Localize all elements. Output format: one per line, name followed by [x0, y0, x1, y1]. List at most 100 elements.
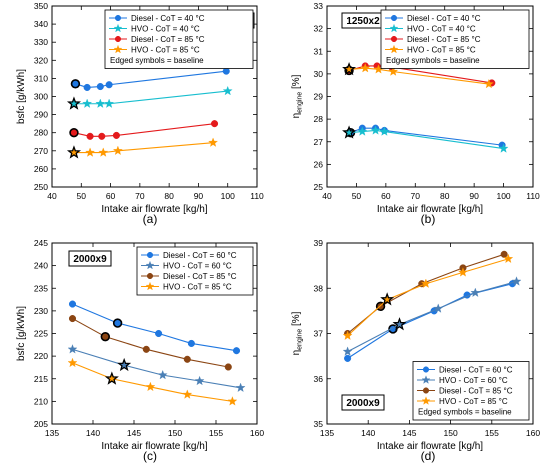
legend-entry: Diesel - CoT = 85 °C [109, 35, 205, 44]
annotation-frame [341, 394, 385, 411]
legend-marker [145, 281, 155, 291]
legend-marker [421, 396, 431, 405]
data-point [183, 355, 191, 363]
data-point [500, 250, 508, 258]
y-tick-label: 32 [314, 24, 324, 34]
y-tick-label: 240 [34, 261, 48, 271]
series-3 [342, 61, 494, 89]
legend-marker [390, 35, 398, 43]
legend-label: Diesel - CoT = 85 °C [439, 387, 513, 396]
y-tick-label: 26 [314, 159, 324, 169]
data-point [112, 131, 120, 139]
data-point [82, 98, 93, 108]
data-point [433, 303, 444, 313]
data-point [235, 382, 246, 392]
y-tick-label: 320 [34, 55, 48, 65]
series-0 [70, 67, 230, 91]
legend-marker [114, 35, 122, 43]
legend-entry: Diesel - CoT = 40 °C [109, 14, 205, 23]
legend-label: HVO - CoT = 85 °C [439, 397, 508, 406]
x-tick-label: 110 [250, 191, 264, 201]
series-3 [66, 137, 218, 159]
y-axis-label: bsfc [g/kWh] [16, 69, 27, 124]
chart-panel-b: 40 50 60 70 80 90 100 110 25 26 27 28 29 30 31 32 33 Inta… [291, 1, 540, 226]
legend-note: Edged symbols = baseline [386, 56, 480, 65]
data-point [70, 79, 81, 89]
data-point [342, 125, 357, 139]
data-point [96, 82, 104, 91]
legend-marker [421, 375, 431, 384]
data-point [155, 329, 163, 338]
y-tick-label: 38 [314, 283, 324, 293]
data-point [68, 315, 77, 323]
legend-entry: Diesel - CoT = 85 °C [385, 35, 481, 44]
data-point [142, 345, 150, 353]
data-point [100, 331, 111, 342]
data-point [67, 344, 78, 354]
legend-entry: Diesel - CoT = 60 °C [141, 251, 237, 260]
data-point [157, 370, 168, 380]
y-axis-label-sub: engine [297, 329, 304, 350]
x-tick-label: 50 [352, 191, 362, 201]
data-point [458, 267, 468, 277]
panel-label: (c) [143, 449, 157, 463]
data-point [498, 143, 509, 153]
x-tick-label: 155 [209, 428, 223, 438]
data-point [224, 363, 232, 371]
legend-entry: Diesel - CoT = 40 °C [385, 14, 481, 23]
y-tick-label: 210 [34, 396, 48, 406]
data-point [105, 81, 113, 89]
legend-frame [104, 9, 254, 69]
x-tick-label: 40 [322, 191, 332, 201]
y-tick-label: 35 [314, 419, 324, 429]
x-tick-label: 110 [526, 191, 540, 201]
panel-label: (a) [143, 212, 158, 226]
data-point [95, 98, 106, 108]
y-tick-label: 33 [314, 1, 324, 11]
legend-label: Diesel - CoT = 85 °C [407, 35, 481, 44]
legend-entry: HVO - CoT = 40 °C [109, 23, 200, 34]
legend-label: Diesel - CoT = 40 °C [407, 14, 481, 23]
y-tick-label: 225 [34, 329, 48, 339]
x-axis-label: Intake air flowrate [kg/h] [377, 204, 483, 215]
chart-panel-a: 40 50 60 70 80 90 100 110 250 260 270 280 290 300 310 3… [16, 1, 264, 226]
data-point [357, 126, 368, 136]
legend-label: HVO - CoT = 85 °C [407, 46, 476, 55]
legend-entry: HVO - CoT = 85 °C [385, 44, 476, 55]
data-point [342, 61, 357, 76]
data-point [483, 78, 494, 89]
legend-entry: Diesel - CoT = 85 °C [417, 387, 513, 396]
data-point [511, 276, 522, 286]
y-tick-label: 28 [314, 114, 324, 124]
x-tick-label: 140 [361, 428, 375, 438]
y-tick-label: 280 [34, 128, 48, 138]
legend-marker [113, 44, 123, 54]
annotation-box: 2000x9 [341, 394, 385, 411]
y-tick-label: 290 [34, 110, 48, 120]
y-tick-label: 260 [34, 164, 48, 174]
annotation-text: 2000x9 [73, 254, 107, 265]
legend-marker [145, 260, 155, 270]
data-point [360, 63, 371, 73]
y-tick-label: 25 [314, 182, 324, 192]
legend: Diesel - CoT = 60 °C HVO - CoT = 60 °CDie… [136, 246, 254, 296]
data-point [98, 132, 106, 140]
series-1 [342, 125, 509, 153]
x-tick-label: 60 [381, 191, 391, 201]
annotation-text: 1250x2 [346, 16, 380, 27]
data-point [85, 147, 95, 157]
x-tick-label: 70 [135, 191, 145, 201]
data-point [232, 347, 241, 355]
x-tick-label: 135 [320, 428, 334, 438]
legend: Diesel - CoT = 40 °C HVO - CoT = 40 °CDie… [380, 9, 530, 69]
annotation-box: 1250x2 [341, 12, 385, 29]
legend-marker [422, 366, 430, 373]
data-point [113, 145, 123, 155]
x-tick-label: 40 [47, 191, 57, 201]
legend-label: HVO - CoT = 60 °C [439, 376, 508, 385]
data-point [182, 389, 193, 399]
data-point [112, 318, 123, 328]
legend-entry: HVO - CoT = 85 °C [417, 396, 508, 406]
legend-entry: HVO - CoT = 60 °C [141, 260, 232, 271]
